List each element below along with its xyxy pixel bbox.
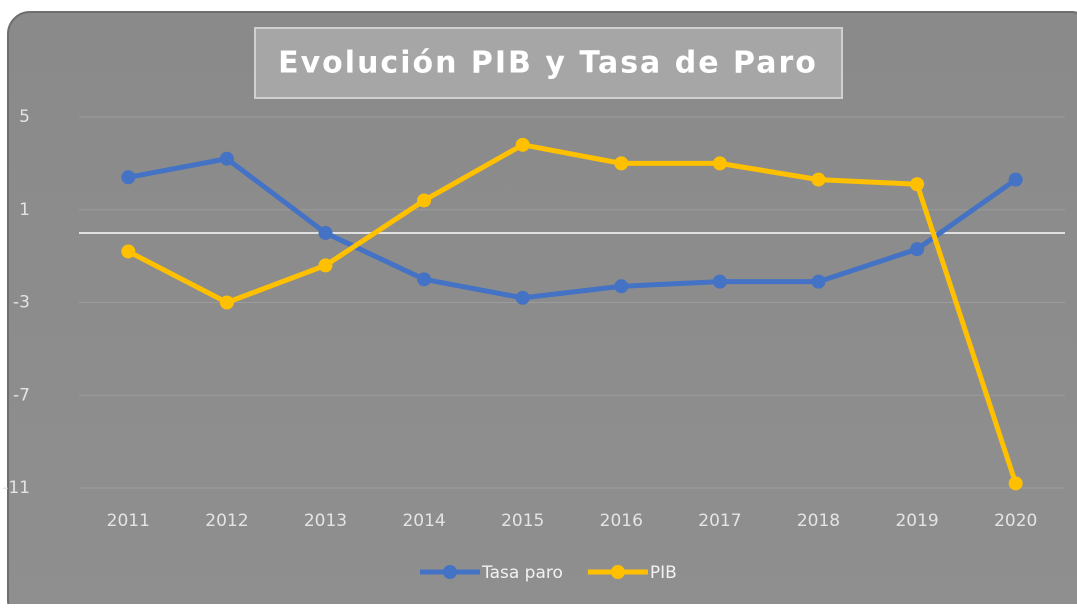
x-tick-label: 2016 <box>600 511 643 531</box>
series-line <box>127 142 1019 485</box>
data-point <box>121 170 136 185</box>
data-point <box>910 242 925 257</box>
data-point <box>910 177 925 192</box>
x-tick-label: 2018 <box>797 511 840 531</box>
x-tick-label: 2015 <box>501 511 544 531</box>
title-box <box>254 27 843 99</box>
data-point <box>121 244 136 259</box>
chart-title: Evolución PIB y Tasa de Paro <box>278 46 818 81</box>
legend-label: PIB <box>650 563 677 583</box>
data-point <box>417 272 432 287</box>
series-line <box>127 156 1018 301</box>
legend-label: Tasa paro <box>481 563 563 583</box>
data-point <box>1008 172 1023 187</box>
x-tick-label: 2011 <box>107 511 150 531</box>
y-tick-label: 5 <box>19 107 30 127</box>
legend-marker <box>443 565 457 579</box>
x-tick-label: 2014 <box>402 511 445 531</box>
data-point <box>712 274 727 289</box>
x-tick-label: 2013 <box>304 511 347 531</box>
x-tick-label: 2017 <box>698 511 741 531</box>
data-point <box>219 151 234 166</box>
data-point <box>515 137 530 152</box>
x-tick-label: 2020 <box>994 511 1037 531</box>
data-point <box>1008 476 1023 491</box>
legend-marker <box>610 565 625 579</box>
data-point <box>811 172 826 187</box>
x-tick-label: 2019 <box>895 511 938 531</box>
data-point <box>712 156 727 171</box>
data-point <box>614 156 629 171</box>
y-tick-label: 1 <box>19 200 30 220</box>
y-tick-label: -11 <box>2 478 30 498</box>
chart-panel <box>7 11 1077 608</box>
data-point <box>417 193 432 208</box>
x-tick-label: 2012 <box>205 511 248 531</box>
data-point <box>811 274 826 289</box>
data-point <box>614 279 629 294</box>
data-point <box>515 290 530 305</box>
y-tick-label: -3 <box>13 293 30 313</box>
data-point <box>318 225 333 240</box>
data-point <box>318 258 333 273</box>
data-point <box>219 295 234 310</box>
y-tick-label: -7 <box>13 385 30 405</box>
